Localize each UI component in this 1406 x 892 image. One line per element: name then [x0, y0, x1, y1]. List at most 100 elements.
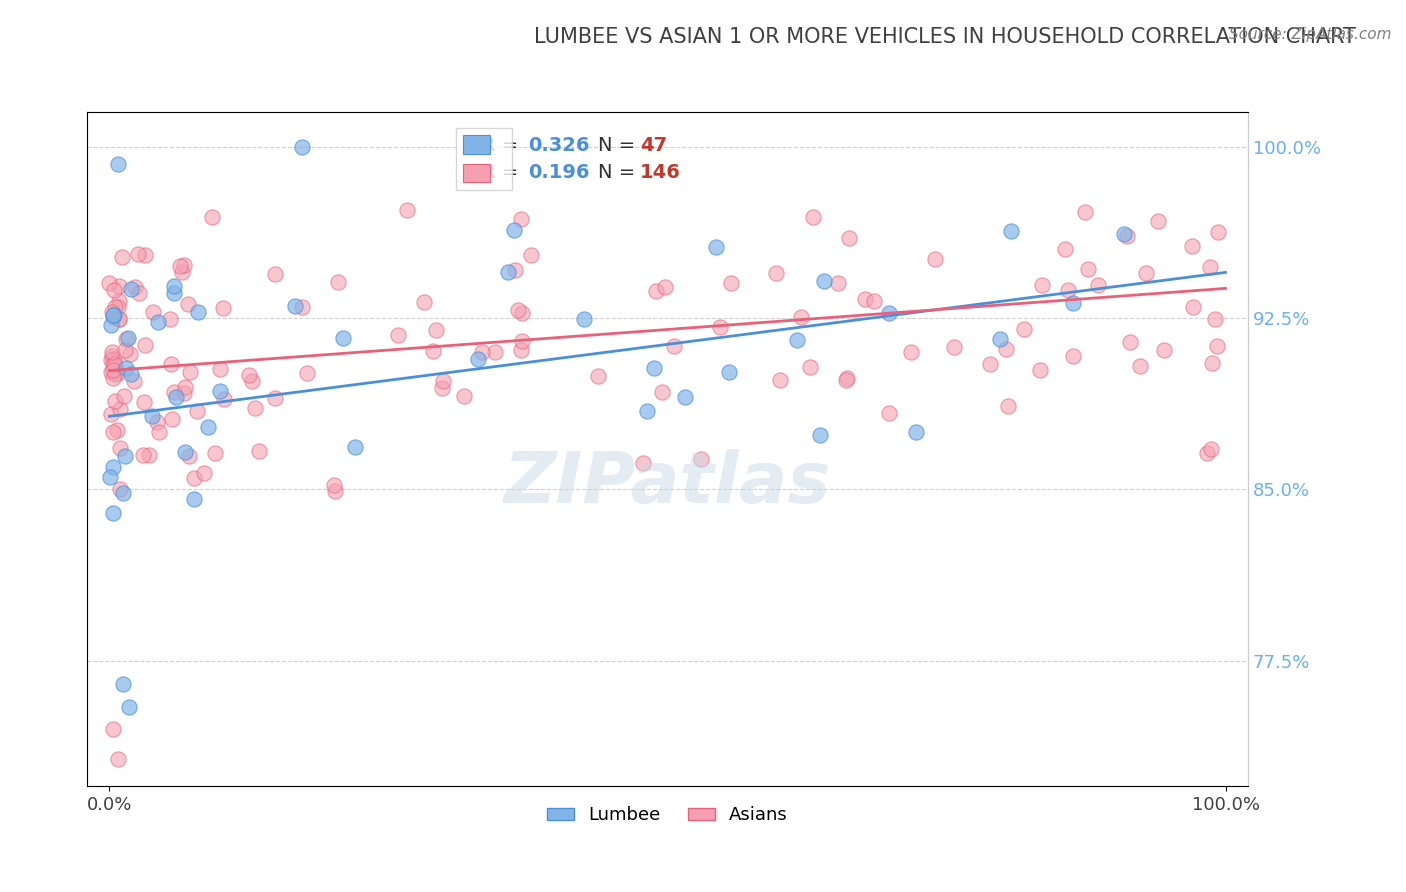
Asians [134, 395, 156, 409]
Lumbee [101, 460, 124, 475]
Asians [326, 275, 349, 289]
Lumbee [1000, 224, 1022, 238]
Asians [108, 312, 131, 326]
Asians [146, 415, 169, 429]
Lumbee [706, 240, 728, 254]
Asians [100, 407, 122, 421]
Text: 0.326: 0.326 [529, 136, 589, 155]
Asians [1118, 335, 1140, 350]
Asians [101, 357, 124, 371]
Lumbee [103, 308, 125, 322]
Asians [790, 310, 813, 324]
Lumbee [183, 492, 205, 507]
Asians [108, 442, 131, 456]
Lumbee [332, 331, 354, 345]
Asians [263, 267, 285, 281]
Asians [101, 305, 124, 319]
Lumbee [114, 360, 136, 375]
Asians [114, 343, 136, 358]
Text: LUMBEE VS ASIAN 1 OR MORE VEHICLES IN HOUSEHOLD CORRELATION CHART: LUMBEE VS ASIAN 1 OR MORE VEHICLES IN HO… [534, 27, 1357, 46]
Lumbee [100, 318, 122, 332]
Lumbee [209, 384, 232, 398]
Lumbee [101, 506, 124, 520]
Asians [103, 370, 125, 384]
Lumbee [141, 409, 163, 423]
Asians [835, 370, 858, 384]
Lumbee [1114, 227, 1136, 241]
Asians [924, 252, 946, 266]
Lumbee [905, 425, 928, 439]
Asians [1135, 266, 1157, 280]
Asians [1206, 225, 1229, 239]
Asians [835, 373, 858, 387]
Asians [877, 406, 900, 420]
Asians [264, 391, 287, 405]
Text: ZIPatlas: ZIPatlas [503, 449, 831, 517]
Asians [173, 258, 195, 272]
Asians [134, 248, 156, 262]
Asians [453, 389, 475, 403]
Asians [510, 334, 533, 348]
Asians [108, 279, 131, 293]
Asians [211, 301, 233, 316]
Asians [413, 295, 436, 310]
Asians [510, 212, 533, 227]
Asians [395, 202, 418, 217]
Asians [1206, 339, 1229, 353]
Asians [104, 357, 127, 371]
Asians [101, 349, 124, 363]
Lumbee [165, 390, 187, 404]
Asians [997, 399, 1019, 413]
Asians [204, 445, 226, 459]
Asians [1057, 284, 1080, 298]
Asians [169, 259, 191, 273]
Asians [186, 404, 208, 418]
Asians [1199, 442, 1222, 457]
Asians [128, 285, 150, 300]
Asians [690, 452, 713, 467]
Asians [1153, 343, 1175, 357]
Asians [484, 344, 506, 359]
Asians [160, 411, 183, 425]
Asians [138, 448, 160, 462]
Asians [1129, 359, 1152, 373]
Asians [177, 449, 200, 463]
Asians [425, 323, 447, 337]
Asians [132, 448, 155, 462]
Asians [100, 353, 122, 368]
Lumbee [197, 420, 219, 434]
Lumbee [643, 361, 665, 376]
Asians [108, 482, 131, 496]
Asians [645, 284, 668, 298]
Text: 0.196: 0.196 [529, 163, 589, 182]
Asians [769, 373, 792, 387]
Asians [471, 344, 494, 359]
Lumbee [1062, 295, 1084, 310]
Asians [183, 471, 205, 485]
Asians [1204, 312, 1226, 326]
Text: R =: R = [482, 163, 524, 182]
Asians [179, 365, 201, 379]
Asians [1062, 350, 1084, 364]
Asians [387, 327, 409, 342]
Asians [654, 280, 676, 294]
Asians [142, 305, 165, 319]
Asians [173, 385, 195, 400]
Asians [323, 484, 346, 499]
Asians [103, 283, 125, 297]
Asians [134, 338, 156, 352]
Lumbee [496, 265, 519, 279]
Lumbee [98, 470, 121, 484]
Asians [1029, 363, 1052, 377]
Asians [1195, 446, 1218, 460]
Asians [177, 297, 200, 311]
Asians [193, 467, 215, 481]
Asians [101, 345, 124, 359]
Lumbee [111, 486, 134, 500]
Asians [108, 293, 131, 308]
Asians [101, 425, 124, 440]
Asians [160, 357, 183, 371]
Asians [323, 478, 346, 492]
Lumbee [877, 306, 900, 320]
Asians [1031, 277, 1053, 292]
